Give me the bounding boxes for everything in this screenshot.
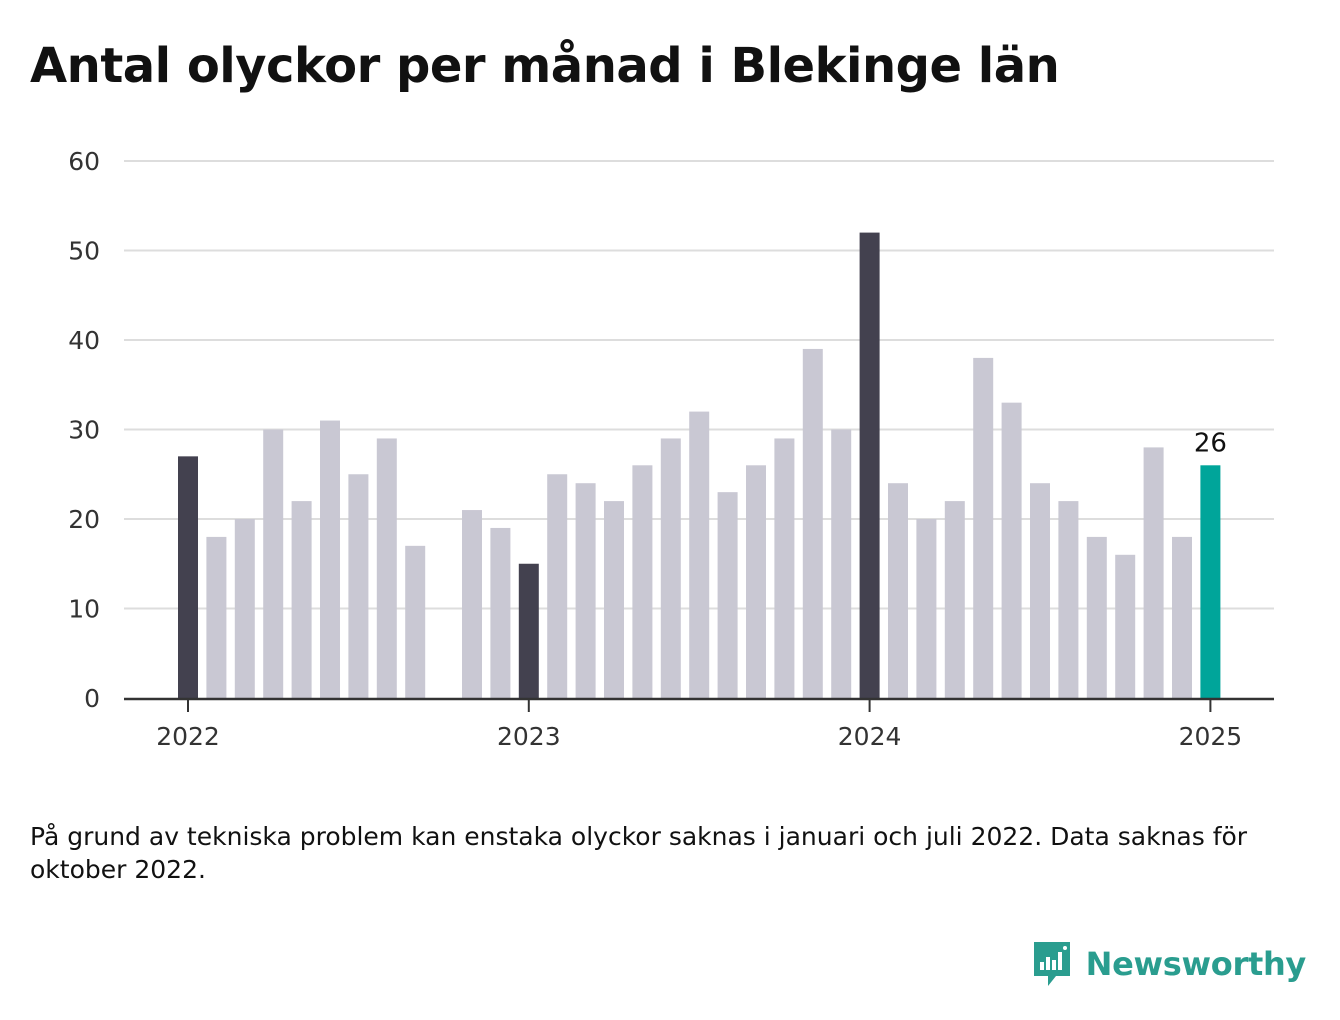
x-tick-label: 2023 — [497, 722, 561, 751]
bar-chart: 0 10 20 30 40 50 60 2022 2023 2024 2025 26 — [68, 147, 1274, 751]
brand-name: Newsworthy — [1085, 945, 1307, 983]
chart-title: Antal olyckor per månad i Blekinge län — [30, 38, 1060, 94]
bar-2023-11 — [802, 348, 823, 698]
bar-2022-11 — [462, 510, 482, 698]
y-tick-label: 10 — [68, 595, 100, 624]
bars — [178, 232, 1221, 698]
bar-2024-04 — [944, 501, 965, 698]
bar-2024-06 — [1001, 402, 1022, 698]
y-tick-label: 20 — [68, 505, 100, 534]
bar-2022-07 — [348, 474, 369, 698]
bar-2023-03 — [575, 483, 596, 698]
bar-2024-02 — [888, 483, 908, 698]
bar-2023-01 — [518, 563, 539, 698]
bar-2022-03 — [234, 519, 255, 698]
y-tick-label: 60 — [68, 147, 100, 176]
bar-2022-09 — [405, 545, 426, 698]
bar-2022-01 — [178, 456, 198, 698]
bar-2023-09 — [746, 465, 766, 698]
bar-2023-10 — [774, 438, 795, 698]
data-labels: 26 — [1194, 428, 1227, 458]
data-label: 26 — [1194, 428, 1227, 458]
bar-2024-05 — [973, 357, 994, 698]
bar-2023-07 — [689, 411, 710, 698]
footnote: På grund av tekniska problem kan enstaka… — [30, 822, 1248, 884]
bar-2024-07 — [1030, 483, 1050, 698]
bar-2025-01 — [1200, 465, 1221, 698]
newsworthy-logo-icon — [1033, 942, 1070, 986]
bar-2024-10 — [1115, 554, 1136, 698]
x-axis-ticks: 2022 2023 2024 2025 — [156, 700, 1242, 751]
bar-2024-09 — [1086, 536, 1107, 698]
bar-2024-11 — [1143, 447, 1164, 698]
bar-2023-02 — [547, 474, 568, 698]
bar-2023-06 — [660, 438, 681, 698]
bar-2022-05 — [291, 501, 312, 698]
bar-2024-01 — [859, 232, 880, 698]
x-tick-label: 2025 — [1179, 722, 1243, 751]
y-tick-label: 40 — [68, 326, 100, 355]
bar-2022-04 — [263, 429, 284, 698]
bar-2023-08 — [717, 492, 738, 698]
bar-2022-06 — [320, 420, 340, 698]
y-tick-label: 30 — [68, 416, 100, 445]
bar-2022-02 — [206, 536, 227, 698]
x-tick-label: 2022 — [156, 722, 220, 751]
bar-2024-03 — [916, 519, 937, 698]
bar-2024-08 — [1058, 501, 1079, 698]
x-tick-label: 2024 — [838, 722, 902, 751]
y-tick-label: 50 — [68, 237, 100, 266]
bar-2023-12 — [831, 429, 852, 698]
bar-2022-12 — [490, 527, 511, 698]
brand-logo[interactable]: Newsworthy — [1032, 940, 1306, 988]
y-tick-label: 0 — [84, 684, 100, 713]
bar-2024-12 — [1172, 536, 1192, 698]
y-axis-ticks: 0 10 20 30 40 50 60 — [68, 147, 100, 713]
bar-2023-04 — [604, 501, 624, 698]
bar-2023-05 — [632, 465, 653, 698]
bar-2022-08 — [376, 438, 397, 698]
